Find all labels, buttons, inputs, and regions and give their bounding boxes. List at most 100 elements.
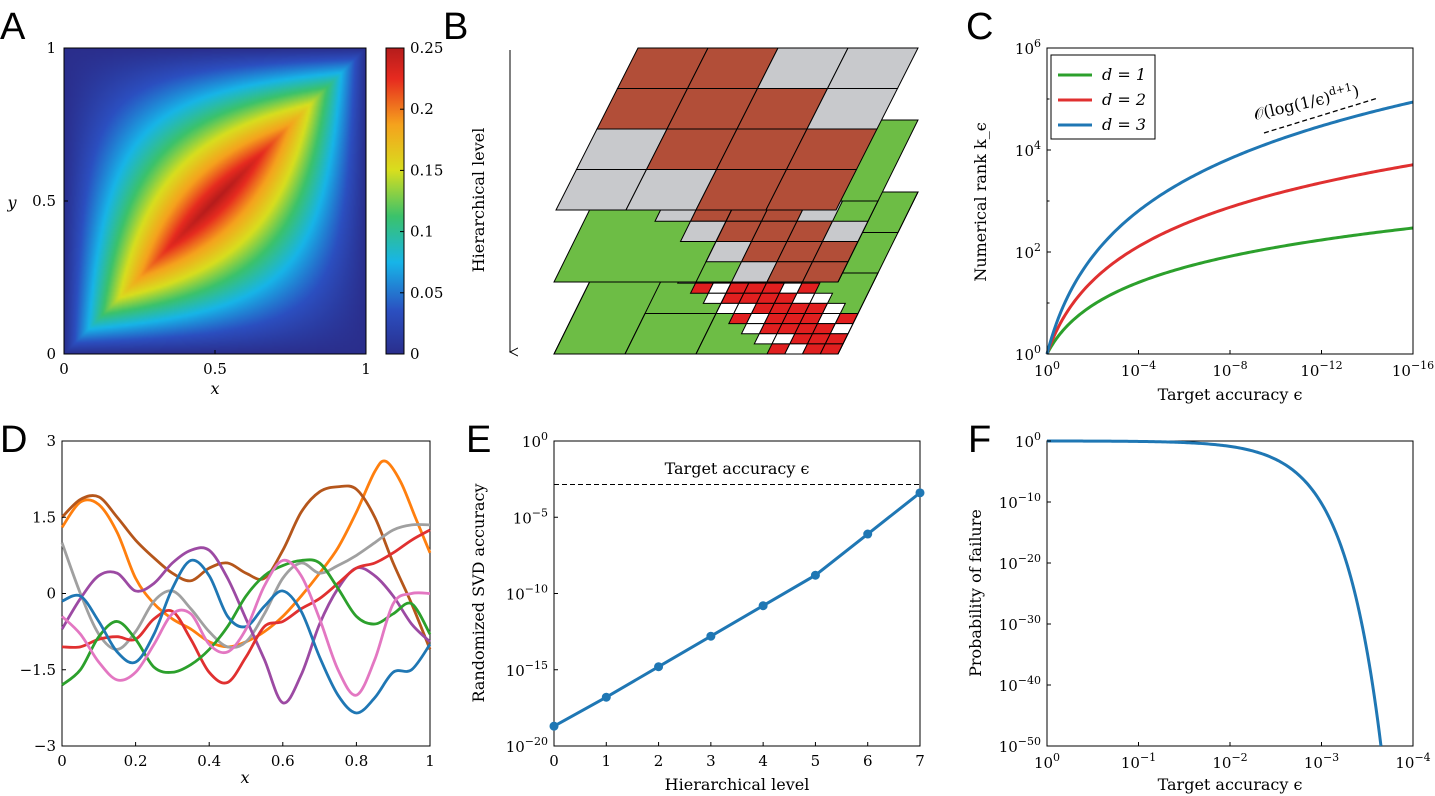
svd-ytick-label-exp: −15 [525, 659, 548, 672]
rank-ytick-label-base: 10 [1015, 244, 1034, 262]
failure-xtick-label-base: 10 [1034, 754, 1053, 772]
heatmap-canvas [64, 48, 366, 354]
svd-point [863, 529, 873, 539]
svd-ytick-label-base: 10 [506, 586, 525, 604]
failure-series-line [1047, 439, 1383, 747]
functions-series-line [60, 546, 431, 705]
failure-ytick-label-base: 10 [1015, 433, 1034, 451]
svd-ytick-label-exp: −10 [525, 583, 548, 596]
failure-xtick-label-exp: −4 [1414, 751, 1430, 764]
svd-ytick-label: 10−20 [506, 735, 548, 756]
colorbar [385, 47, 405, 355]
panel-letter-e: E [466, 419, 491, 461]
failure-ytick-label-base: 10 [999, 494, 1018, 512]
level-bottom-block [624, 313, 717, 355]
rank-xtick-label-base: 10 [1300, 362, 1319, 380]
panel-letter-f: F [968, 419, 991, 461]
failure-ytick-label: 10−40 [999, 674, 1041, 695]
svd-ytick-label-base: 10 [506, 738, 525, 756]
panel-letter-b: B [443, 6, 468, 48]
functions-xtick-label: 0.6 [271, 752, 295, 770]
asymptote-annotation: 𝒪(log(1/ϵ)d+1) [1251, 79, 1361, 124]
rank-ytick-label: 102 [1015, 241, 1041, 262]
svd-xtick-label: 7 [915, 752, 925, 770]
heatmap-xtick-label: 0.5 [203, 360, 227, 378]
svd-ytick-label-base: 10 [522, 433, 541, 451]
svd-xlabel: Hierarchical level [665, 775, 810, 794]
panel-f-chart: 100 10−1 10−2 10−3 10−410010−1010−2010−3010−… [966, 430, 1431, 794]
svd-xtick-label: 3 [706, 752, 716, 770]
asymptote-text: 𝒪(log(1/ϵ) [1252, 88, 1333, 124]
panel-d-chart: 0 0.2 0.4 0.6 0.8 1 −3 −1.5 0 1.5 3 x [20, 432, 435, 787]
failure-xtick-label-base: 10 [1121, 754, 1140, 772]
rank-ytick-label-exp: 0 [1034, 343, 1041, 356]
hierarchy-label: Hierarchical level [469, 128, 488, 273]
rank-ylabel: Numerical rank k_ϵ [971, 122, 990, 281]
failure-xtick-label-base: 10 [1212, 754, 1231, 772]
level-top-cell [765, 169, 858, 211]
svd-ytick-label-base: 10 [506, 662, 525, 680]
failure-ticks: 100 10−1 10−2 10−3 10−410010−1010−2010−3010−… [999, 430, 1431, 772]
rank-ytick-label-base: 10 [1015, 40, 1034, 58]
functions-ytick-label: 1.5 [32, 508, 56, 526]
svd-ytick-label: 100 [522, 430, 548, 451]
rank-legend: d = 1 d = 2 d = 3 [1050, 54, 1156, 140]
svd-xtick-label: 4 [758, 752, 768, 770]
rank-xtick-label: 10−16 [1392, 359, 1434, 380]
svd-ytick-label-base: 10 [513, 509, 532, 527]
failure-ylabel: Probability of failure [966, 509, 985, 677]
svd-ytick-label-exp: −5 [532, 506, 548, 519]
rank-xtick-label: 10−4 [1121, 359, 1156, 380]
failure-ytick-label-base: 10 [999, 616, 1018, 634]
functions-ytick-label: −3 [34, 737, 56, 755]
panel-a-heatmap: 0 0.5 1 0 0.5 1 x y 0 0.05 0.1 0.15 0.2 0.25 [6, 39, 443, 398]
svd-point [654, 662, 664, 672]
svd-ytick-label: 10−10 [506, 583, 548, 604]
heatmap-ytick-label: 1 [46, 39, 56, 57]
panel-letter-c: C [966, 6, 993, 48]
colorbar-ticks: 0 0.05 0.1 0.15 0.2 0.25 [400, 39, 443, 363]
failure-frame [1046, 440, 1414, 747]
svd-point [810, 570, 820, 580]
failure-xtick-label-exp: −3 [1323, 751, 1339, 764]
rank-xtick-label: 100 [1034, 359, 1060, 380]
rank-series-line [1045, 100, 1414, 355]
hierarchy-levels [553, 47, 919, 355]
failure-ytick-label: 10−50 [999, 735, 1041, 756]
rank-ytick-label-exp: 4 [1034, 139, 1041, 152]
functions-series-line [61, 558, 431, 697]
svd-ytick-label-exp: 0 [541, 430, 548, 443]
functions-series-line [60, 484, 432, 650]
heatmap-ytick-label: 0 [46, 345, 56, 363]
failure-ytick-label-exp: 0 [1034, 430, 1041, 443]
svd-point [601, 692, 611, 702]
failure-xtick-label: 10−3 [1304, 751, 1339, 772]
functions-series-line [61, 528, 431, 685]
failure-xtick-label-base: 10 [1395, 754, 1414, 772]
heatmap-xtick-label: 0 [59, 360, 69, 378]
svd-point [758, 601, 768, 611]
functions-series-line [61, 558, 432, 687]
failure-xtick-label: 10−2 [1212, 751, 1247, 772]
functions-xtick-label: 0.2 [124, 752, 148, 770]
failure-ytick-label: 10−30 [999, 613, 1041, 634]
failure-ytick-label-base: 10 [999, 738, 1018, 756]
asymptote-sup: d+1 [1328, 81, 1354, 99]
panel-e-chart: Target accuracy ϵ 0 1 2 3 4 5 6 710010−510−1010… [469, 430, 925, 794]
failure-xtick-label-exp: 0 [1053, 751, 1060, 764]
failure-ytick-label-base: 10 [999, 555, 1018, 573]
svd-ytick-label-exp: −20 [525, 735, 548, 748]
panel-letter-a: A [0, 6, 26, 48]
failure-ytick-label-exp: −40 [1018, 674, 1041, 687]
failure-ytick-label-base: 10 [999, 677, 1018, 695]
svd-series-line [553, 491, 921, 728]
svd-point [706, 631, 716, 641]
heatmap-xlabel: x [210, 379, 219, 398]
colorbar-tick-label: 0.1 [410, 223, 434, 241]
rank-series-line [1045, 226, 1414, 355]
functions-xtick-label: 0 [57, 752, 67, 770]
functions-ytick-label: 0 [46, 585, 56, 603]
heatmap-ytick-label: 0.5 [32, 192, 56, 210]
